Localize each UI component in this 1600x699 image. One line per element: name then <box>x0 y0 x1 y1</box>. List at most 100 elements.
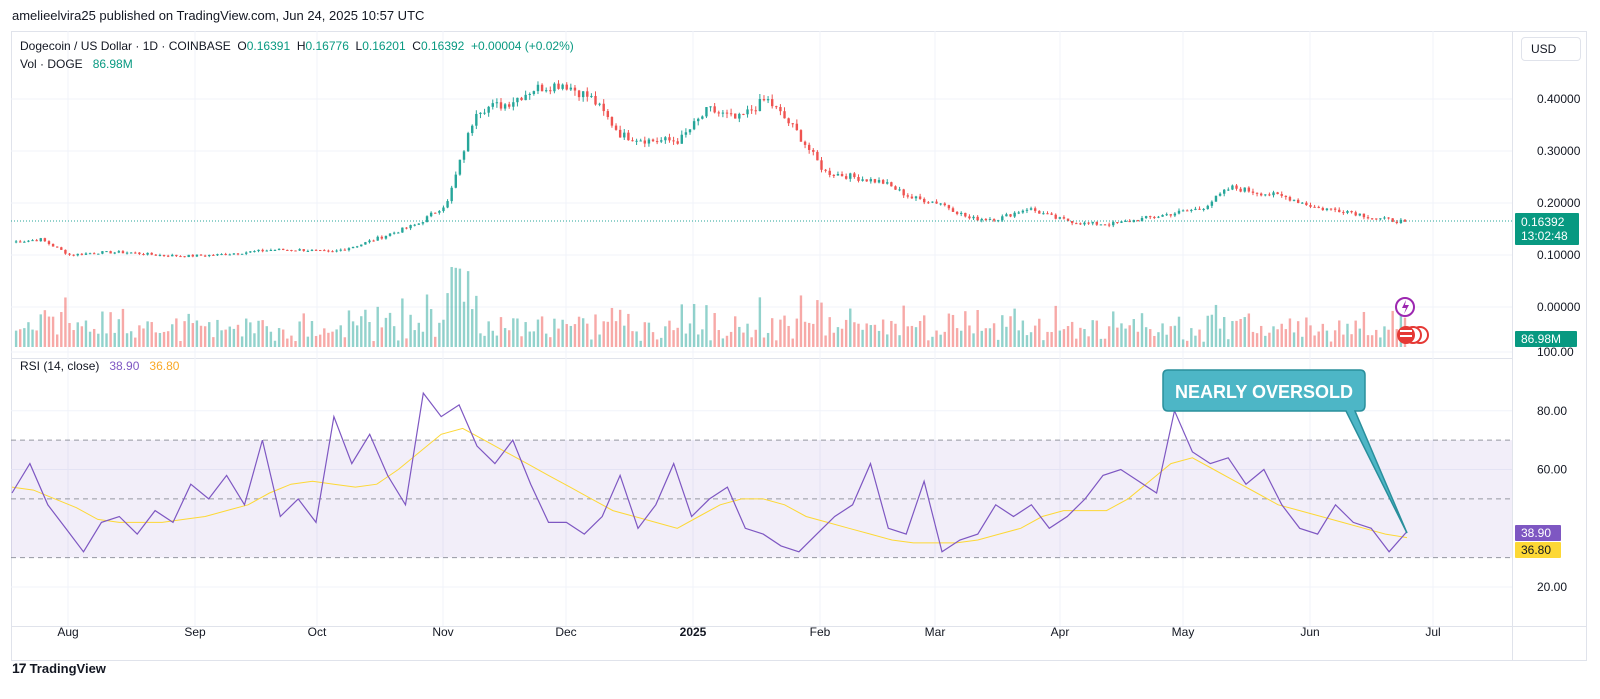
volume-bar <box>298 321 301 347</box>
candle-body <box>1338 209 1341 213</box>
rsi-ma-legend-value: 36.80 <box>149 359 180 373</box>
volume-bar <box>43 310 47 347</box>
candle-body <box>1017 212 1020 214</box>
candle-body <box>462 151 466 160</box>
volume-bar <box>738 326 741 347</box>
candle-body <box>171 254 174 257</box>
candle-body <box>475 113 478 126</box>
volume-bar <box>836 327 840 347</box>
time-tick-label: Nov <box>432 625 453 639</box>
volume-legend[interactable]: Vol · DOGE 86.98M <box>20 57 133 71</box>
time-tick-label: 2025 <box>680 625 707 639</box>
volume-bar <box>454 267 457 347</box>
candle-body <box>1251 191 1255 193</box>
volume-bar <box>1309 325 1312 347</box>
volume-bar <box>413 330 416 347</box>
candle-body <box>923 198 926 203</box>
pane-divider[interactable] <box>11 358 1512 359</box>
candle-body <box>1177 210 1181 214</box>
volume-bar <box>561 319 564 347</box>
candle-body <box>660 140 663 142</box>
candle-body <box>536 84 540 92</box>
candle-body <box>487 106 490 113</box>
candle-body <box>844 176 848 179</box>
candle-body <box>1358 213 1361 216</box>
symbol-legend[interactable]: Dogecoin / US Dollar · 1D · COINBASE O0.… <box>20 39 574 53</box>
volume-bar <box>384 317 388 347</box>
candle-body <box>1264 194 1267 196</box>
candle-body <box>327 250 330 252</box>
volume-bar <box>56 334 59 347</box>
volume-bar <box>655 339 659 347</box>
volume-bar <box>1362 311 1366 347</box>
volume-bar <box>265 326 268 347</box>
symbol-name: Dogecoin / US Dollar · 1D · COINBASE <box>20 39 231 53</box>
candle-body <box>610 117 614 126</box>
volume-bar <box>1070 321 1074 347</box>
volume-bar <box>195 320 199 347</box>
candle-body <box>298 249 301 251</box>
volume-bar <box>1120 323 1123 347</box>
candle-body <box>692 121 696 130</box>
candle-body <box>409 225 412 229</box>
currency-button[interactable]: USD <box>1521 37 1581 61</box>
candle-body <box>1342 212 1345 214</box>
candle-body <box>1231 185 1234 190</box>
volume-bar <box>1099 338 1103 347</box>
candle-body <box>27 240 30 242</box>
candle-body <box>1227 189 1230 191</box>
volume-bar <box>873 324 877 347</box>
candle-body <box>770 99 774 107</box>
candle-body <box>1157 216 1160 218</box>
candle-body <box>1136 220 1140 222</box>
volume-bar <box>1247 313 1251 347</box>
volume-bar <box>1066 326 1070 347</box>
candle-body <box>376 236 379 241</box>
candle-body <box>43 238 47 242</box>
candle-body <box>1194 208 1197 210</box>
candle-body <box>865 179 868 182</box>
volume-bar <box>832 332 836 347</box>
candle-body <box>935 201 938 204</box>
candle-body <box>134 252 137 254</box>
candle-body <box>47 241 51 244</box>
volume-bar <box>487 321 490 347</box>
candle-body <box>1375 218 1378 220</box>
candle-body <box>725 112 729 114</box>
volume-bar <box>565 324 568 347</box>
candle-body <box>820 160 823 170</box>
candle-body <box>738 113 741 119</box>
volume-bar <box>931 336 934 347</box>
candle-body <box>491 103 494 107</box>
tradingview-footer[interactable]: 17 TradingView <box>12 660 106 676</box>
volume-bar <box>861 329 864 347</box>
volume-bar <box>532 331 536 347</box>
volume-bar <box>799 295 803 347</box>
economic-events-icon[interactable] <box>1397 326 1429 344</box>
volume-bar <box>787 325 790 347</box>
candle-body <box>401 227 404 233</box>
candle-body <box>631 140 634 142</box>
volume-bar <box>355 325 359 347</box>
nearly-oversold-callout[interactable] <box>1162 369 1408 534</box>
candle-body <box>323 250 326 252</box>
rsi-legend[interactable]: RSI (14, close) 38.90 36.80 <box>20 359 179 373</box>
volume-bar <box>220 330 223 347</box>
candle-body <box>360 244 363 247</box>
candle-body <box>1218 193 1222 196</box>
events-icon[interactable] <box>1395 297 1415 317</box>
volume-bar <box>351 321 355 347</box>
volume-bar <box>676 327 679 347</box>
candle-body <box>388 233 392 236</box>
volume-bar <box>1387 329 1390 347</box>
volume-bar <box>1375 329 1378 347</box>
volume-bar <box>627 313 630 347</box>
volume-bar <box>392 326 396 347</box>
candle-body <box>429 212 433 217</box>
candle-body <box>310 249 314 251</box>
candle-body <box>890 182 893 187</box>
volume-bar <box>1292 332 1296 347</box>
candle-body <box>1333 208 1337 210</box>
candle-body <box>253 251 256 253</box>
